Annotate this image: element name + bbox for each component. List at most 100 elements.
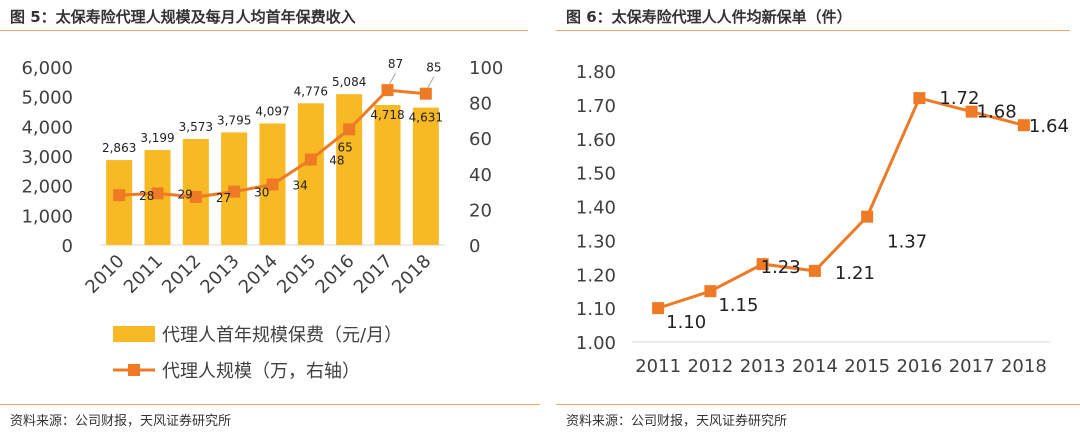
line-value-label: 1.37 bbox=[887, 232, 927, 253]
line-value-label: 30 bbox=[254, 186, 269, 200]
figure-6-source: 资料来源：公司财报，天风证券研究所 bbox=[566, 414, 788, 429]
bar-value-label: 3,573 bbox=[179, 120, 213, 134]
line-value-label: 29 bbox=[178, 187, 193, 201]
y-tick-label: 1.50 bbox=[576, 164, 616, 185]
y-tick-label: 1.20 bbox=[576, 265, 616, 286]
legend-bar-label: 代理人首年规模保费（元/月） bbox=[162, 325, 402, 346]
bar-value-label: 4,631 bbox=[409, 111, 443, 125]
line-value-label: 85 bbox=[426, 61, 441, 75]
y-tick-label: 1.60 bbox=[576, 130, 616, 151]
y-left-tick-label: 2,000 bbox=[21, 177, 73, 198]
line-marker bbox=[113, 189, 126, 202]
figure-6-bottom-rule bbox=[556, 404, 1080, 405]
figure-5-top-rule bbox=[0, 30, 528, 31]
x-tick-label: 2012 bbox=[687, 356, 733, 377]
figure-5-bottom-rule bbox=[0, 404, 540, 405]
x-tick-label: 2015 bbox=[844, 356, 890, 377]
y-right-tick-label: 80 bbox=[469, 94, 492, 115]
figure-5-chart: 6,000 5,000 4,000 3,000 2,000 1,000 0 100 80 60 40… bbox=[21, 57, 503, 382]
y-left-tick-label: 1,000 bbox=[21, 206, 73, 227]
line-marker bbox=[419, 87, 432, 100]
line-marker bbox=[151, 187, 164, 200]
x-tick-label: 2015 bbox=[273, 251, 320, 298]
label-leader-line bbox=[389, 72, 396, 85]
x-tick-label: 2013 bbox=[196, 251, 243, 298]
bar-value-label: 3,795 bbox=[217, 113, 251, 127]
x-tick-label: 2010 bbox=[81, 251, 128, 298]
line-marker bbox=[189, 190, 202, 203]
y-left-tick-label: 5,000 bbox=[21, 88, 73, 109]
y-left-tick-label: 3,000 bbox=[21, 147, 73, 168]
x-tick-label: 2011 bbox=[120, 251, 167, 298]
x-tick-label: 2016 bbox=[896, 356, 942, 377]
bar bbox=[374, 105, 401, 245]
line-value-label: 87 bbox=[388, 57, 403, 71]
x-tick-label: 2017 bbox=[350, 251, 397, 298]
y-right-tick-label: 0 bbox=[469, 236, 480, 257]
x-tick-label: 2014 bbox=[792, 356, 838, 377]
x-tick-label: 2012 bbox=[158, 251, 205, 298]
y-right-tick-label: 20 bbox=[469, 200, 492, 221]
line-value-label: 1.21 bbox=[835, 263, 875, 284]
x-tick-label: 2011 bbox=[635, 356, 681, 377]
y-tick-label: 1.80 bbox=[576, 62, 616, 83]
figure-5-title: 图 5：太保寿险代理人规模及每月人均首年保费收入 bbox=[10, 8, 356, 26]
y-left-tick-label: 4,000 bbox=[21, 117, 73, 138]
line-value-label: 1.64 bbox=[1029, 116, 1069, 137]
series-line bbox=[657, 96, 1025, 310]
bar-value-label: 4,097 bbox=[255, 104, 289, 118]
line-marker bbox=[704, 285, 717, 298]
label-leader-line bbox=[427, 76, 435, 88]
line-marker bbox=[228, 185, 241, 198]
line-marker bbox=[756, 258, 769, 271]
x-tick-label: 2013 bbox=[740, 356, 786, 377]
line-marker bbox=[652, 302, 665, 315]
x-tick-label: 2017 bbox=[949, 356, 995, 377]
y-tick-label: 1.30 bbox=[576, 231, 616, 252]
y-left-tick-label: 0 bbox=[62, 236, 73, 257]
bar-value-label: 4,776 bbox=[294, 84, 328, 98]
legend-line-label: 代理人规模（万，右轴） bbox=[162, 361, 360, 382]
y-tick-label: 1.70 bbox=[576, 96, 616, 117]
figure-6-title: 图 6：太保寿险代理人人件均新保单（件） bbox=[566, 8, 852, 26]
bar-value-label: 4,718 bbox=[370, 108, 404, 122]
bar bbox=[297, 103, 324, 245]
line-value-label: 27 bbox=[216, 191, 231, 205]
x-tick-label: 2018 bbox=[388, 251, 435, 298]
line-marker bbox=[266, 178, 279, 191]
legend-line-marker bbox=[128, 364, 140, 376]
figure-5-source: 资料来源：公司财报，天风证券研究所 bbox=[10, 414, 232, 429]
line-value-label: 48 bbox=[329, 154, 344, 168]
line-marker bbox=[1017, 119, 1030, 132]
y-right-tick-label: 100 bbox=[469, 58, 503, 79]
line-value-label: 28 bbox=[139, 189, 154, 203]
line-value-label: 1.15 bbox=[718, 295, 758, 316]
y-tick-label: 1.10 bbox=[576, 299, 616, 320]
y-tick-label: 1.40 bbox=[576, 198, 616, 219]
line-marker bbox=[913, 92, 926, 105]
x-tick-label: 2014 bbox=[235, 251, 282, 298]
line-value-label: 34 bbox=[293, 178, 308, 192]
figure-6-chart: 1.80 1.70 1.60 1.50 1.40 1.30 1.20 1.10 1.00 1.10… bbox=[576, 62, 1069, 377]
legend-bar-swatch bbox=[113, 326, 155, 342]
bar-value-label: 3,199 bbox=[140, 131, 174, 145]
line-marker bbox=[304, 153, 317, 166]
line-value-label: 65 bbox=[338, 140, 353, 154]
figure-6-top-rule bbox=[556, 30, 1070, 31]
line-value-label: 1.23 bbox=[761, 257, 801, 278]
bar bbox=[106, 160, 133, 245]
line-marker bbox=[965, 105, 978, 118]
line-marker bbox=[343, 123, 356, 136]
line-value-label: 1.10 bbox=[666, 312, 706, 333]
line-marker bbox=[381, 84, 394, 97]
bar-value-label: 5,084 bbox=[332, 75, 366, 89]
x-tick-label: 2018 bbox=[1001, 356, 1047, 377]
bar bbox=[336, 94, 363, 245]
line-marker bbox=[861, 210, 874, 223]
figure-6-panel: 图 6：太保寿险代理人人件均新保单（件） 1.80 1.70 1.60 1.50 1.4… bbox=[556, 0, 1080, 440]
bar-value-label: 2,863 bbox=[102, 141, 136, 155]
y-left-tick-label: 6,000 bbox=[21, 58, 73, 79]
figure-5-panel: 图 5：太保寿险代理人规模及每月人均首年保费收入 6,000 5,000 4,000… bbox=[0, 8, 540, 429]
x-tick-label: 2016 bbox=[311, 251, 358, 298]
line-value-label: 1.68 bbox=[977, 102, 1017, 123]
